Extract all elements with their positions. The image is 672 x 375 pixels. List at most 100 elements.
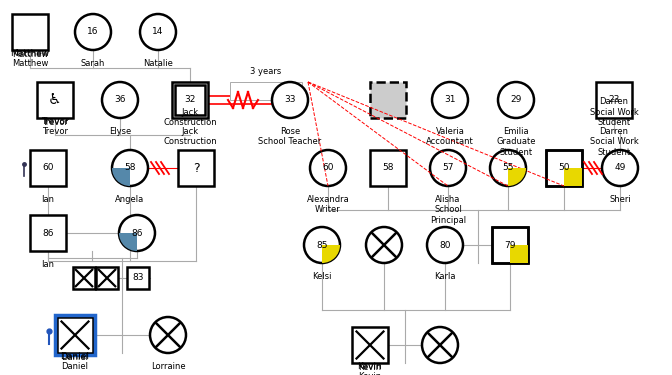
Text: 79: 79: [504, 240, 515, 249]
Circle shape: [432, 82, 468, 118]
Text: Kevin: Kevin: [358, 372, 382, 375]
Text: 16: 16: [87, 27, 99, 36]
Circle shape: [498, 82, 534, 118]
Text: 14: 14: [153, 27, 164, 36]
Text: Kelsi: Kelsi: [312, 272, 332, 281]
Text: 33: 33: [284, 96, 296, 105]
Text: Alexandra
Writer: Alexandra Writer: [306, 195, 349, 214]
Text: ♿: ♿: [48, 93, 62, 108]
Bar: [230, 82, 302, 100]
Circle shape: [427, 227, 463, 263]
Text: 58: 58: [382, 164, 394, 172]
Text: ?: ?: [193, 162, 200, 174]
Circle shape: [272, 82, 308, 118]
Text: Matthew: Matthew: [10, 49, 50, 58]
Text: 60: 60: [323, 164, 334, 172]
Text: 85: 85: [317, 240, 328, 249]
Text: Matthew: Matthew: [12, 59, 48, 68]
Text: 31: 31: [444, 96, 456, 105]
Text: Trevor: Trevor: [42, 127, 68, 136]
Wedge shape: [508, 168, 526, 186]
Text: 36: 36: [114, 96, 126, 105]
Bar: [492, 227, 528, 263]
Bar: [178, 150, 214, 186]
Text: 86: 86: [42, 228, 54, 237]
Circle shape: [304, 227, 340, 263]
Circle shape: [366, 227, 402, 263]
Text: Trevor: Trevor: [41, 117, 69, 126]
Text: Jack
Construction: Jack Construction: [163, 108, 217, 127]
Text: 60: 60: [42, 164, 54, 172]
Circle shape: [150, 317, 186, 353]
Circle shape: [75, 14, 111, 50]
Circle shape: [310, 150, 346, 186]
Circle shape: [119, 215, 155, 251]
Text: 23: 23: [608, 96, 620, 105]
Bar: [37, 82, 73, 118]
Circle shape: [140, 14, 176, 50]
Bar: [492, 227, 528, 263]
Text: Ian: Ian: [42, 260, 54, 269]
Bar: [352, 327, 388, 363]
Text: Matthew: Matthew: [12, 50, 48, 59]
Circle shape: [112, 150, 148, 186]
Text: 83: 83: [132, 273, 144, 282]
Bar: [127, 267, 149, 289]
Text: Alisha
School
Principal: Alisha School Principal: [430, 195, 466, 225]
Text: 55: 55: [502, 164, 514, 172]
Text: Natalie: Natalie: [143, 59, 173, 68]
Text: Darren
Social Work
Student: Darren Social Work Student: [589, 127, 638, 157]
Text: 49: 49: [614, 164, 626, 172]
Text: Sarah: Sarah: [81, 59, 106, 68]
Bar: [12, 14, 48, 50]
Bar: [596, 82, 632, 118]
Text: 32: 32: [184, 96, 196, 105]
Text: Kevin: Kevin: [358, 362, 382, 371]
Text: Sheri: Sheri: [609, 195, 631, 204]
Bar: [57, 317, 93, 353]
Text: 58: 58: [124, 164, 136, 172]
Text: 80: 80: [439, 240, 451, 249]
Text: Daniel: Daniel: [60, 352, 89, 361]
Text: Emilia
Graduate
Student: Emilia Graduate Student: [496, 127, 536, 157]
Text: 57: 57: [442, 164, 454, 172]
Wedge shape: [119, 233, 137, 251]
Bar: [564, 168, 582, 186]
Circle shape: [422, 327, 458, 363]
Text: 50: 50: [558, 164, 570, 172]
Text: Elyse: Elyse: [109, 127, 131, 136]
Bar: [30, 150, 66, 186]
Text: Kevin: Kevin: [358, 363, 382, 372]
Text: Angela: Angela: [116, 195, 144, 204]
Text: Jack
Construction: Jack Construction: [163, 127, 217, 146]
Circle shape: [602, 150, 638, 186]
Bar: [370, 150, 406, 186]
Wedge shape: [112, 168, 130, 186]
Bar: [546, 150, 582, 186]
Text: Trevor: Trevor: [42, 118, 68, 127]
Bar: [96, 267, 118, 289]
Text: Rose
School Teacher: Rose School Teacher: [258, 127, 322, 146]
Text: Ian: Ian: [42, 195, 54, 204]
Circle shape: [102, 82, 138, 118]
Text: Valeria
Accountant: Valeria Accountant: [426, 127, 474, 146]
Text: Daniel: Daniel: [62, 353, 89, 362]
Circle shape: [490, 150, 526, 186]
Text: Karla: Karla: [434, 272, 456, 281]
Bar: [370, 82, 406, 118]
Circle shape: [430, 150, 466, 186]
Text: 3 years: 3 years: [251, 66, 282, 75]
Bar: [30, 215, 66, 251]
Bar: [546, 150, 582, 186]
Text: 29: 29: [510, 96, 521, 105]
Text: Lorraine: Lorraine: [151, 362, 185, 371]
Text: 86: 86: [131, 228, 142, 237]
Bar: [73, 267, 95, 289]
Text: Daniel: Daniel: [62, 362, 89, 371]
Bar: [172, 82, 208, 118]
Text: Darren
Social Work
Student: Darren Social Work Student: [589, 97, 638, 127]
Bar: [55, 315, 95, 355]
Bar: [175, 85, 205, 115]
Bar: [510, 245, 528, 263]
Wedge shape: [322, 245, 340, 263]
